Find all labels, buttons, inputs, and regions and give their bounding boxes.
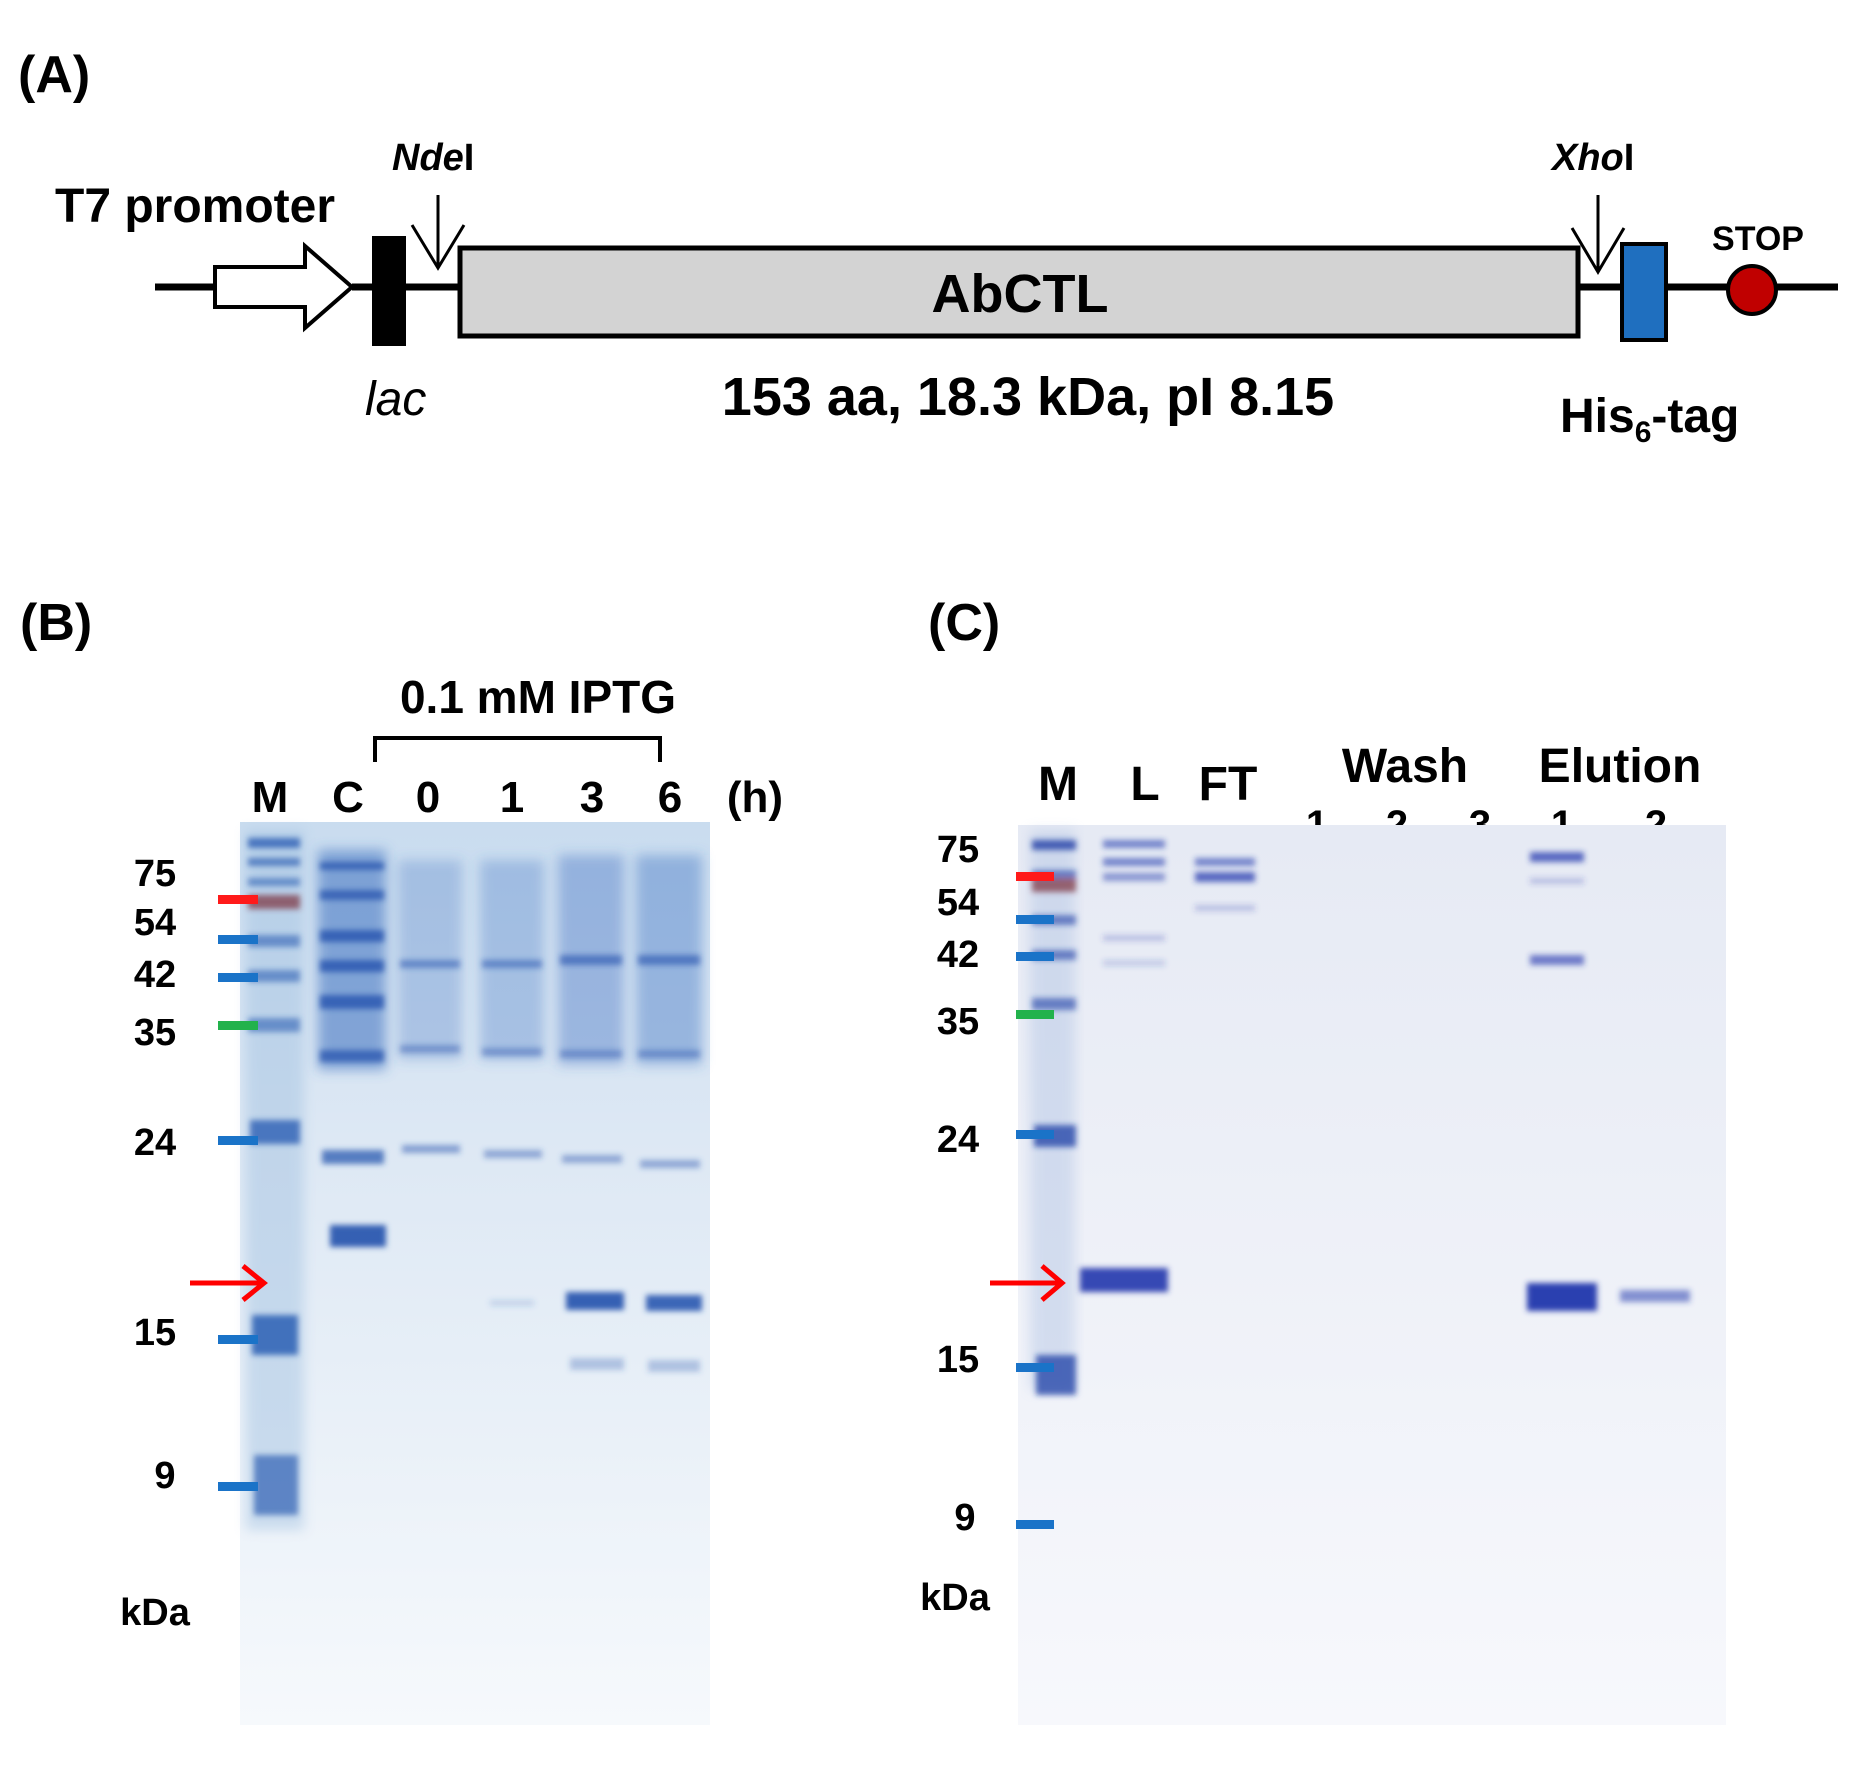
iptg-bracket <box>373 736 662 762</box>
t7-promoter-label: T7 promoter <box>55 180 335 233</box>
marker-label: 9 <box>954 1497 975 1539</box>
gel-b-lane-label: M <box>252 773 289 822</box>
ndei-site-arrow-icon <box>410 195 466 271</box>
gel-b-lane-label: 3 <box>580 773 604 822</box>
panel-a: (A) T7 promoter lac NdeI AbCTL 153 aa, 1… <box>18 46 1838 449</box>
elution-group-label: Elution <box>1539 740 1702 793</box>
abctl-gene-box <box>457 245 1581 339</box>
gel-b-lane-labels: M C 0 1 3 6 (h) <box>252 773 783 822</box>
gel-b-lane-label: 1 <box>500 773 524 822</box>
panel-a-label: (A) <box>18 46 90 104</box>
marker-tick-green <box>218 1021 258 1030</box>
marker-tick-red <box>218 895 258 904</box>
stop-codon-icon <box>1726 264 1778 316</box>
wash-group-label: Wash <box>1342 740 1468 793</box>
target-band-arrow-icon <box>190 1264 268 1302</box>
marker-label: 42 <box>134 954 176 996</box>
marker-tick-blue <box>1016 1130 1054 1139</box>
gene-info-text: 153 aa, 18.3 kDa, pI 8.15 <box>722 367 1334 427</box>
panel-b: (B) 0.1 mM IPTG M C 0 1 3 6 (h) <box>20 594 783 1725</box>
kda-unit-label: kDa <box>920 1577 991 1619</box>
marker-tick-blue <box>1016 1520 1054 1529</box>
gel-c-lane-label: M <box>1038 758 1078 811</box>
marker-tick-blue <box>218 1482 258 1491</box>
target-band-arrow-icon <box>990 1264 1066 1302</box>
marker-label: 35 <box>134 1012 176 1054</box>
marker-tick-blue <box>1016 915 1054 924</box>
marker-label: 24 <box>134 1122 176 1164</box>
gel-b-lane-label: 6 <box>658 773 682 822</box>
iptg-label: 0.1 mM IPTG <box>400 671 676 723</box>
gel-b-markers: 75 54 42 35 24 15 9 kDa <box>120 853 258 1634</box>
gel-b-image <box>240 822 710 1725</box>
marker-tick-blue <box>1016 1363 1054 1372</box>
marker-label: 9 <box>154 1455 175 1497</box>
marker-tick-blue <box>218 973 258 982</box>
marker-tick-blue <box>218 1136 258 1145</box>
abctl-gene-label: AbCTL <box>932 264 1109 324</box>
xhoi-label: XhoI <box>1550 137 1634 179</box>
his-tag-label: His6-tag <box>1560 390 1739 449</box>
marker-label: 54 <box>134 902 176 944</box>
lac-label: lac <box>365 373 426 426</box>
panel-b-label: (B) <box>20 594 92 652</box>
marker-tick-blue <box>1016 952 1054 961</box>
his-tag-block <box>1620 242 1668 342</box>
marker-label: 15 <box>937 1339 979 1381</box>
gel-c-lane-label: L <box>1130 758 1159 811</box>
marker-label: 75 <box>134 853 176 895</box>
gel-c-markers: 75 54 42 35 24 15 9 kDa <box>920 829 1054 1619</box>
marker-tick-blue <box>218 935 258 944</box>
panel-c: (C) M L FT Wash 1 2 3 Elution 1 2 <box>920 594 1726 1725</box>
xhoi-site-arrow-icon <box>1570 195 1626 275</box>
marker-label: 15 <box>134 1312 176 1354</box>
promoter-arrow-icon <box>213 241 356 333</box>
stop-label: STOP <box>1712 220 1804 258</box>
gel-b-time-unit: (h) <box>727 773 783 822</box>
marker-tick-red <box>1016 872 1054 881</box>
marker-label: 35 <box>937 1001 979 1043</box>
marker-label: 24 <box>937 1119 979 1161</box>
lac-operator-block <box>372 236 406 346</box>
panel-c-label: (C) <box>928 594 1000 652</box>
marker-tick-blue <box>218 1335 258 1344</box>
ndei-label: NdeI <box>392 137 474 179</box>
marker-tick-green <box>1016 1010 1054 1019</box>
marker-label: 42 <box>937 934 979 976</box>
gel-c-image <box>1018 825 1726 1725</box>
gel-c-lane-label: FT <box>1199 758 1258 811</box>
gel-b-lane-label: 0 <box>416 773 440 822</box>
gel-b-lane-label: C <box>332 773 364 822</box>
marker-label: 54 <box>937 882 979 924</box>
marker-label: 75 <box>937 829 979 871</box>
kda-unit-label: kDa <box>120 1592 191 1634</box>
